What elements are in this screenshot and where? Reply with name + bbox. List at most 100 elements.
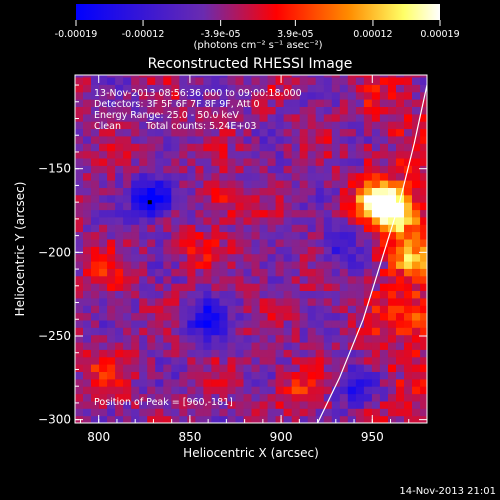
heatmap-pixel [75, 128, 84, 137]
heatmap-pixel [307, 239, 317, 247]
heatmap-pixel [91, 216, 100, 225]
heatmap-pixel [283, 209, 293, 218]
heatmap-pixel [323, 290, 333, 299]
heatmap-pixel [227, 400, 236, 409]
heatmap-pixel [420, 364, 427, 372]
heatmap-pixel [275, 106, 285, 115]
heatmap-pixel [163, 334, 172, 343]
heatmap-pixel [99, 408, 108, 417]
annotation-time-range: 13-Nov-2013 08:56:36.000 to 09:00:18.000 [94, 88, 302, 99]
heatmap-pixel [139, 91, 148, 100]
heatmap-pixel [404, 121, 413, 130]
heatmap-pixel [412, 99, 421, 107]
y-tick-label: −200 [38, 245, 71, 259]
heatmap-pixel [339, 77, 349, 85]
heatmap-pixel [267, 128, 277, 137]
heatmap-pixel [339, 415, 349, 423]
heatmap-pixel [267, 99, 277, 107]
heatmap-pixel [283, 378, 293, 387]
heatmap-pixel [283, 180, 293, 188]
heatmap-pixel [267, 172, 277, 181]
heatmap-pixel [251, 393, 260, 402]
heatmap-pixel [283, 91, 293, 100]
heatmap-pixel [347, 113, 357, 122]
heatmap-pixel [283, 75, 293, 78]
heatmap-pixel [91, 84, 100, 93]
heatmap-pixel [275, 305, 285, 314]
heatmap-pixel [107, 187, 116, 196]
heatmap-pixel [155, 224, 164, 233]
heatmap-pixel [211, 106, 220, 115]
heatmap-pixel [203, 371, 212, 380]
heatmap-pixel [363, 91, 373, 100]
heatmap-pixel [155, 268, 164, 277]
heatmap-pixel [179, 364, 188, 372]
heatmap-pixel [195, 99, 204, 107]
heatmap-pixel [91, 246, 100, 255]
heatmap-pixel [123, 91, 132, 100]
heatmap-pixel [107, 400, 116, 409]
heatmap-pixel [163, 158, 172, 166]
heatmap-pixel [379, 216, 389, 225]
heatmap-pixel [83, 283, 92, 291]
heatmap-pixel [171, 99, 180, 107]
heatmap-pixel [195, 113, 204, 122]
heatmap-pixel [275, 408, 285, 417]
heatmap-pixel [171, 334, 180, 343]
heatmap-pixel [131, 143, 140, 152]
heatmap-pixel [299, 290, 309, 299]
heatmap-pixel [283, 327, 293, 336]
heatmap-pixel [307, 77, 317, 85]
heatmap-pixel [123, 135, 132, 144]
heatmap-pixel [404, 128, 413, 137]
heatmap-pixel [420, 349, 427, 358]
heatmap-pixel [123, 305, 132, 314]
heatmap-pixel [323, 319, 333, 328]
heatmap-pixel [219, 275, 228, 284]
heatmap-pixel [283, 121, 293, 130]
heatmap-pixel [115, 165, 124, 174]
heatmap-pixel [396, 349, 405, 358]
heatmap-pixel [299, 319, 309, 328]
heatmap-pixel [363, 378, 373, 387]
heatmap-pixel [388, 334, 397, 343]
heatmap-pixel [339, 268, 349, 277]
heatmap-pixel [347, 283, 357, 291]
heatmap-pixel [404, 150, 413, 159]
heatmap-pixel [187, 371, 196, 380]
heatmap-pixel [219, 356, 228, 365]
heatmap-pixel [275, 143, 285, 152]
heatmap-pixel [131, 290, 140, 299]
heatmap-pixel [83, 386, 92, 395]
heatmap-pixel [396, 400, 405, 409]
heatmap-pixel [307, 342, 317, 350]
heatmap-pixel [323, 172, 333, 181]
heatmap-pixel [123, 209, 132, 218]
heatmap-pixel [123, 364, 132, 372]
heatmap-pixel [179, 91, 188, 100]
heatmap-pixel [235, 283, 244, 291]
heatmap-pixel [187, 400, 196, 409]
heatmap-pixel [75, 305, 84, 314]
heatmap-pixel [243, 312, 252, 321]
heatmap-pixel [107, 143, 116, 152]
heatmap-pixel [203, 202, 212, 211]
heatmap-pixel [363, 216, 373, 225]
heatmap-pixel [363, 77, 373, 85]
heatmap-pixel [283, 364, 293, 372]
heatmap-pixel [404, 378, 413, 387]
heatmap-pixel [396, 290, 405, 299]
heatmap-pixel [404, 194, 413, 203]
heatmap-pixel [139, 239, 148, 247]
heatmap-pixel [259, 342, 269, 350]
heatmap-pixel [267, 246, 277, 255]
heatmap-pixel [396, 371, 405, 380]
heatmap-pixel [275, 283, 285, 291]
heatmap-pixel [91, 202, 100, 211]
heatmap-pixel [363, 143, 373, 152]
heatmap-pixel [203, 77, 212, 85]
heatmap-pixel [227, 327, 236, 336]
heatmap-pixel [227, 261, 236, 269]
heatmap-pixel [195, 246, 204, 255]
x-axis-label: Heliocentric X (arcsec) [183, 446, 319, 460]
